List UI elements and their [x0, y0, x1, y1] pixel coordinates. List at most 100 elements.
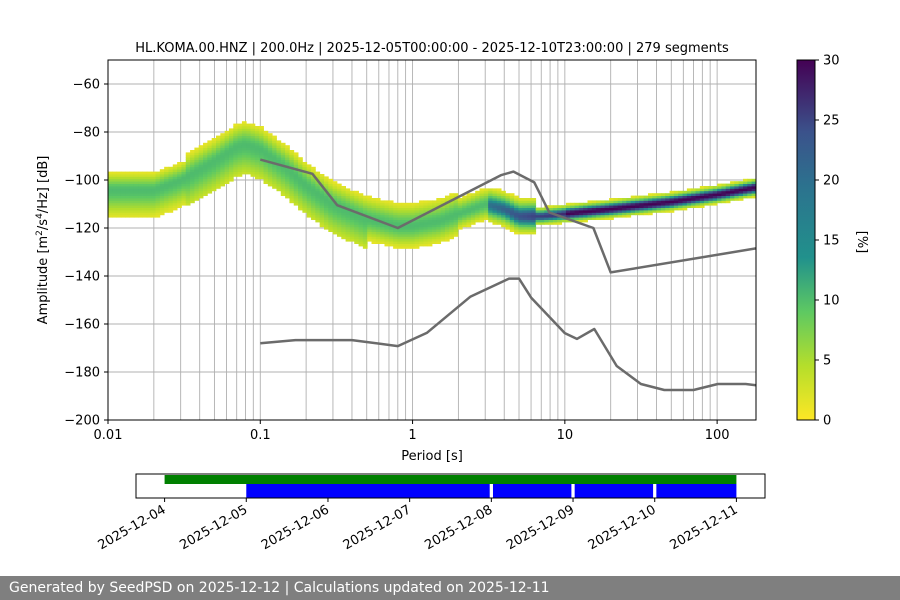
heatmap-cell [228, 147, 234, 151]
heatmap-cell [142, 205, 148, 208]
heatmap-cell [505, 202, 511, 206]
heatmap-cell [241, 138, 247, 141]
heatmap-cell [682, 207, 688, 211]
heatmap-cell [358, 200, 364, 204]
heatmap-cell [181, 166, 187, 170]
heatmap-cell [207, 152, 213, 156]
heatmap-cell [384, 217, 390, 220]
heatmap-cell [164, 210, 169, 213]
heatmap-cell [216, 176, 221, 180]
heatmap-cell [673, 193, 679, 196]
heatmap-cell [574, 217, 580, 220]
heatmap-cell [336, 207, 342, 211]
heatmap-cell [505, 205, 511, 208]
heatmap-cell [427, 207, 433, 211]
heatmap-cell [311, 171, 316, 175]
heatmap-cell [336, 183, 342, 187]
heatmap-cell [241, 142, 247, 146]
heatmap-cell [311, 188, 316, 192]
heatmap-cell [254, 130, 260, 134]
heatmap-cell [263, 145, 269, 148]
heatmap-cell [457, 226, 463, 230]
heatmap-cell [712, 190, 718, 194]
heatmap-cell [254, 157, 260, 160]
heatmap-cell [436, 217, 442, 220]
heatmap-cell [522, 222, 528, 225]
heatmap-cell [583, 219, 588, 223]
heatmap-cell [635, 202, 640, 206]
heatmap-cell [116, 200, 122, 204]
heatmap-cell [738, 195, 744, 199]
heatmap-cell [656, 202, 662, 206]
x-tick-label: 0.1 [250, 428, 271, 443]
heatmap-cell [190, 169, 195, 172]
heatmap-cell [414, 210, 420, 213]
heatmap-cell [129, 186, 135, 189]
heatmap-cell [514, 205, 519, 208]
heatmap-cell [725, 190, 731, 194]
heatmap-cell [349, 214, 355, 218]
heatmap-cell [483, 198, 489, 201]
heatmap-cell [432, 210, 437, 213]
heatmap-cell [419, 202, 424, 206]
heatmap-cell [332, 198, 338, 201]
heatmap-cell [505, 210, 511, 213]
heatmap-cell [298, 200, 303, 204]
heatmap-cell [108, 207, 113, 211]
heatmap-cell [423, 224, 429, 228]
heatmap-cell [367, 222, 372, 225]
heatmap-cell [146, 198, 152, 201]
heatmap-cell [552, 219, 558, 223]
heatmap-cell [479, 214, 485, 218]
heatmap-cell [531, 217, 537, 220]
heatmap-cell [272, 181, 277, 184]
heatmap-cell [246, 138, 251, 141]
heatmap-cell [298, 205, 303, 208]
heatmap-cell [289, 157, 295, 160]
heatmap-cell [522, 231, 528, 235]
heatmap-cell [228, 154, 234, 158]
heatmap-cell [626, 202, 632, 206]
heatmap-cell [436, 241, 442, 244]
heatmap-cell [613, 210, 619, 213]
heatmap-cell [280, 183, 286, 187]
heatmap-cell [108, 171, 113, 175]
heatmap-cell [414, 205, 420, 208]
heatmap-cell [259, 169, 264, 172]
heatmap-cell [220, 174, 226, 177]
heatmap-cell [259, 135, 264, 139]
heatmap-cell [177, 202, 182, 206]
heatmap-cell [142, 190, 148, 194]
heatmap-cell [509, 205, 515, 208]
heatmap-cell [531, 205, 537, 208]
heatmap-cell [548, 207, 554, 211]
heatmap-cell [241, 135, 247, 139]
heatmap-cell [565, 214, 571, 218]
heatmap-cell [293, 193, 299, 196]
heatmap-cell [267, 147, 273, 151]
heatmap-cell [358, 219, 364, 223]
heatmap-cell [639, 200, 645, 204]
heatmap-cell [457, 198, 463, 201]
heatmap-cell [738, 181, 744, 184]
heatmap-cell [492, 207, 498, 211]
heatmap-cell [466, 217, 472, 220]
heatmap-cell [233, 164, 238, 168]
heatmap-cell [527, 219, 532, 223]
heatmap-cell [324, 183, 329, 187]
heatmap-cell [224, 147, 230, 151]
heatmap-cell [272, 186, 277, 189]
heatmap-cell [198, 171, 204, 175]
heatmap-cell [198, 145, 204, 148]
heatmap-cell [380, 217, 385, 220]
heatmap-cell [336, 234, 342, 237]
heatmap-cell [384, 224, 390, 228]
heatmap-cell [440, 224, 446, 228]
heatmap-cell [695, 188, 701, 192]
heatmap-cell [531, 210, 537, 213]
heatmap-cell [220, 181, 226, 184]
heatmap-cell [384, 214, 390, 218]
heatmap-cell [151, 210, 156, 213]
heatmap-cell [125, 183, 130, 187]
heatmap-cell [492, 205, 498, 208]
